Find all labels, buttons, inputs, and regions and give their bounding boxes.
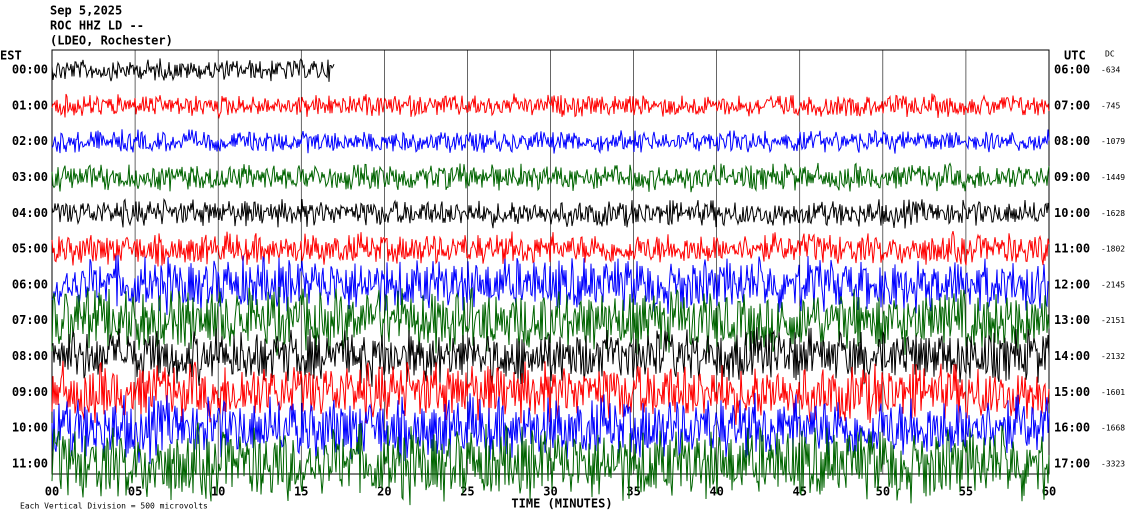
est-label: 10:00 <box>12 421 48 435</box>
utc-label: 09:00 <box>1054 170 1090 184</box>
network: (LDEO, Rochester) <box>50 34 173 48</box>
left-axis-title: EST <box>0 49 22 63</box>
x-tick-label: 35 <box>626 485 640 499</box>
dc-label: -2132 <box>1101 352 1125 361</box>
est-label: 03:00 <box>12 170 48 184</box>
dc-label: -2151 <box>1101 316 1125 325</box>
dc-label: -1628 <box>1101 209 1125 218</box>
est-label: 05:00 <box>12 242 48 256</box>
footer: Each Vertical Division = 500 microvolts <box>20 502 208 511</box>
x-tick-label: 20 <box>377 485 391 499</box>
utc-label: 11:00 <box>1054 242 1090 256</box>
trace <box>51 197 1050 229</box>
utc-label: 17:00 <box>1054 457 1090 471</box>
dc-label: -1802 <box>1101 245 1125 254</box>
est-label: 02:00 <box>12 134 48 148</box>
trace <box>51 230 1050 267</box>
utc-label: 06:00 <box>1054 63 1090 77</box>
x-tick-label: 50 <box>876 485 890 499</box>
x-tick-label: 55 <box>959 485 973 499</box>
trace <box>51 129 1050 155</box>
dc-label: -634 <box>1101 66 1120 75</box>
est-label: 11:00 <box>12 457 48 471</box>
dc-label: -1601 <box>1101 388 1125 397</box>
x-tick-label: 25 <box>460 485 474 499</box>
dc-label: -1668 <box>1101 424 1125 433</box>
trace <box>51 327 1050 387</box>
trace <box>51 162 1050 193</box>
est-label: 01:00 <box>12 98 48 112</box>
dc-label: -745 <box>1101 101 1120 110</box>
utc-label: 16:00 <box>1054 421 1090 435</box>
est-label: 09:00 <box>12 385 48 399</box>
x-tick-label: 10 <box>211 485 225 499</box>
x-tick-label: 00 <box>45 485 59 499</box>
utc-label: 07:00 <box>1054 98 1090 112</box>
trace <box>51 392 1050 465</box>
x-tick-label: 60 <box>1042 485 1056 499</box>
dc-label: -3323 <box>1101 460 1125 469</box>
dc-title: DC <box>1105 50 1115 59</box>
est-label: 06:00 <box>12 277 48 291</box>
trace <box>51 360 1050 425</box>
x-tick-label: 05 <box>128 485 142 499</box>
chart-title: Sep 5,2025 <box>50 4 122 18</box>
est-label: 08:00 <box>12 349 48 363</box>
dc-label: -2145 <box>1101 280 1125 289</box>
utc-label: 15:00 <box>1054 385 1090 399</box>
est-label: 00:00 <box>12 63 48 77</box>
trace <box>51 286 1050 356</box>
trace <box>51 422 1050 506</box>
utc-label: 13:00 <box>1054 313 1090 327</box>
utc-label: 10:00 <box>1054 206 1090 220</box>
chart-subtitle: ROC HHZ LD -- <box>50 19 144 33</box>
x-tick-label: 30 <box>543 485 557 499</box>
est-label: 04:00 <box>12 206 48 220</box>
utc-label: 08:00 <box>1054 134 1090 148</box>
right-axis-title: UTC <box>1064 49 1086 63</box>
dc-label: -1449 <box>1101 173 1125 182</box>
utc-label: 12:00 <box>1054 277 1090 291</box>
trace <box>51 93 1050 120</box>
est-label: 07:00 <box>12 313 48 327</box>
trace <box>51 254 1050 316</box>
x-axis-label: TIME (MINUTES) <box>511 497 612 511</box>
dc-label: -1079 <box>1101 137 1125 146</box>
x-tick-label: 15 <box>294 485 308 499</box>
utc-label: 14:00 <box>1054 349 1090 363</box>
trace <box>51 57 335 82</box>
